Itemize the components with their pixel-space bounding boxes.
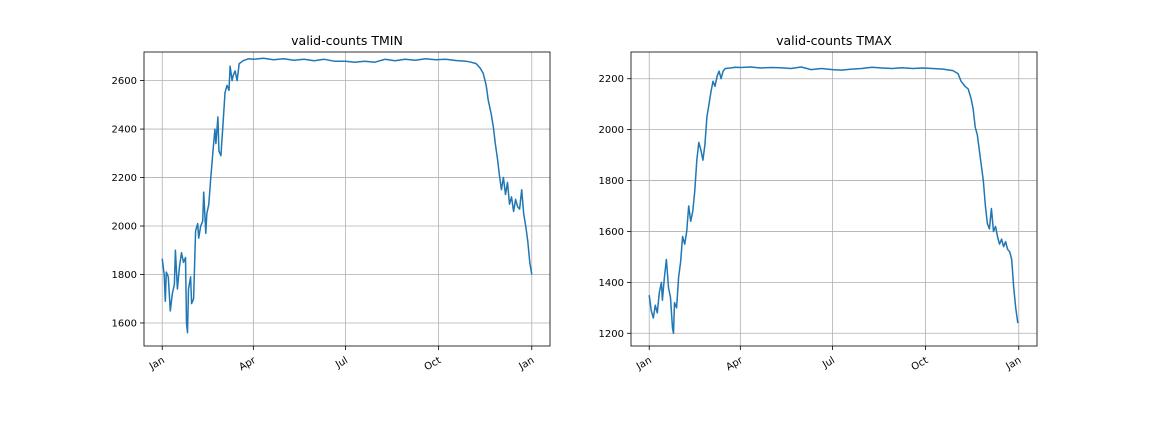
plot-frame xyxy=(630,51,1038,347)
y-tick-label: 1600 xyxy=(599,227,624,238)
y-tick-label: 2600 xyxy=(112,76,137,87)
y-tick-label: 1800 xyxy=(599,176,624,187)
x-tick-label: Jul xyxy=(333,355,350,371)
x-tick-label: Jan xyxy=(147,355,167,373)
x-tick-label: Jan xyxy=(517,355,537,373)
x-tick-label: Oct xyxy=(423,355,444,373)
series-line xyxy=(161,57,533,334)
y-tick-label: 2000 xyxy=(599,125,624,136)
y-tick-label: 2200 xyxy=(599,74,624,85)
y-tick-label: 2000 xyxy=(112,222,137,233)
x-tick-label: Jul xyxy=(820,355,837,371)
y-tick-label: 2400 xyxy=(112,125,137,136)
x-tick-label: Apr xyxy=(237,355,258,374)
x-tick-label: Jan xyxy=(1004,355,1024,373)
y-tick-label: 2200 xyxy=(112,173,137,184)
x-tick-label: Oct xyxy=(910,355,931,373)
chart-title: valid-counts TMIN xyxy=(291,33,403,48)
y-tick-label: 1600 xyxy=(112,318,137,329)
plot-tmax: 1200 1400 1600 1800 2000 2200 Jan Apr Jul Oct Jan v… xyxy=(599,33,1038,374)
chart-title: valid-counts TMAX xyxy=(776,33,892,48)
plot-tmin: 1600 1800 2000 2200 2400 2600 Jan Apr Jul Oct Jan v… xyxy=(112,33,551,374)
x-tick-label: Jan xyxy=(634,355,654,373)
x-tick-label: Apr xyxy=(724,355,745,374)
y-tick-label: 1200 xyxy=(599,329,624,340)
y-tick-label: 1800 xyxy=(112,270,137,281)
y-tick-label: 1400 xyxy=(599,278,624,289)
series-line xyxy=(648,66,1019,335)
plot-frame xyxy=(143,51,551,347)
